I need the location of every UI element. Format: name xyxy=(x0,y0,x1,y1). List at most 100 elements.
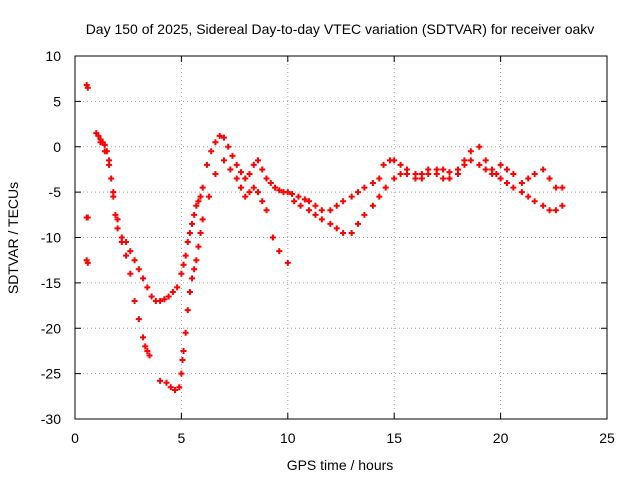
plot-frame xyxy=(74,55,608,420)
data-point xyxy=(242,175,249,182)
data-point xyxy=(318,216,325,223)
data-point xyxy=(186,229,193,236)
data-point xyxy=(182,252,189,259)
data-point xyxy=(559,184,566,191)
data-point xyxy=(180,347,187,354)
x-tick-label: 25 xyxy=(599,430,615,446)
data-point xyxy=(467,157,474,164)
data-point xyxy=(525,175,532,182)
data-point xyxy=(191,211,198,218)
data-point xyxy=(140,275,147,282)
data-point xyxy=(546,175,553,182)
data-point xyxy=(503,166,510,173)
data-point xyxy=(237,184,244,191)
data-point xyxy=(246,170,253,177)
data-point xyxy=(355,220,362,227)
data-point xyxy=(161,296,168,303)
data-point xyxy=(267,180,274,187)
x-tick-label: 5 xyxy=(178,430,186,446)
data-point xyxy=(263,207,270,214)
data-point xyxy=(135,316,142,323)
data-point xyxy=(391,175,398,182)
data-point xyxy=(552,207,559,214)
data-point xyxy=(180,261,187,268)
data-point xyxy=(476,161,483,168)
data-point xyxy=(340,198,347,205)
data-point xyxy=(440,166,447,173)
data-point xyxy=(276,248,283,255)
chart-title: Day 150 of 2025, Sidereal Day-to-day VTE… xyxy=(86,21,595,37)
data-point xyxy=(376,193,383,200)
data-point xyxy=(216,132,223,139)
data-point xyxy=(106,161,113,168)
data-point xyxy=(195,198,202,205)
data-point xyxy=(295,193,302,200)
data-point xyxy=(127,270,134,277)
data-point xyxy=(182,329,189,336)
data-point xyxy=(193,202,200,209)
data-point xyxy=(497,175,504,182)
data-point xyxy=(112,211,119,218)
data-point xyxy=(131,257,138,264)
data-point xyxy=(291,198,298,205)
data-point xyxy=(327,220,334,227)
data-point xyxy=(546,207,553,214)
data-point xyxy=(135,266,142,273)
data-point xyxy=(467,148,474,155)
y-tick-label: -25 xyxy=(41,366,61,382)
data-point xyxy=(131,298,138,305)
data-point xyxy=(114,216,121,223)
y-tick-label: -30 xyxy=(41,411,61,427)
data-point xyxy=(140,334,147,341)
data-point xyxy=(199,184,206,191)
data-point xyxy=(197,229,204,236)
data-point xyxy=(531,170,538,177)
y-tick-label: -5 xyxy=(49,184,62,200)
y-tick-label: -15 xyxy=(41,275,61,291)
data-point xyxy=(123,252,130,259)
data-point xyxy=(212,170,219,177)
data-point xyxy=(191,266,198,273)
data-point xyxy=(340,229,347,236)
data-point xyxy=(369,180,376,187)
data-point xyxy=(446,175,453,182)
data-point xyxy=(403,170,410,177)
data-point xyxy=(259,198,266,205)
data-point xyxy=(518,180,525,187)
data-point xyxy=(348,193,355,200)
data-point xyxy=(227,166,234,173)
data-point xyxy=(110,189,117,196)
data-point xyxy=(318,207,325,214)
data-point xyxy=(418,175,425,182)
y-tick-label: 5 xyxy=(53,93,61,109)
ticks-layer: 0 5 10 15 20 25 -30 -25 -20 -15 -10 -5 0 5 10 xyxy=(41,48,615,446)
data-point xyxy=(163,379,170,386)
x-tick-label: 15 xyxy=(386,430,402,446)
data-point xyxy=(169,288,176,295)
data-point xyxy=(297,202,304,209)
data-point xyxy=(212,139,219,146)
data-point xyxy=(489,170,496,177)
data-point xyxy=(255,189,262,196)
data-point xyxy=(176,384,183,391)
data-point xyxy=(446,169,453,176)
data-point xyxy=(525,193,532,200)
data-point xyxy=(233,175,240,182)
data-point xyxy=(333,202,340,209)
data-point xyxy=(146,352,153,359)
data-point xyxy=(397,170,404,177)
data-point xyxy=(369,202,376,209)
data-point xyxy=(206,193,213,200)
data-point xyxy=(95,132,102,139)
y-tick-label: 10 xyxy=(45,48,61,64)
data-point xyxy=(263,175,270,182)
data-point xyxy=(397,161,404,168)
data-point xyxy=(412,175,419,182)
data-point xyxy=(255,157,262,164)
y-tick-label: -10 xyxy=(41,230,61,246)
data-point xyxy=(174,284,181,291)
y-tick-label: -20 xyxy=(41,320,61,336)
data-point xyxy=(284,189,291,196)
